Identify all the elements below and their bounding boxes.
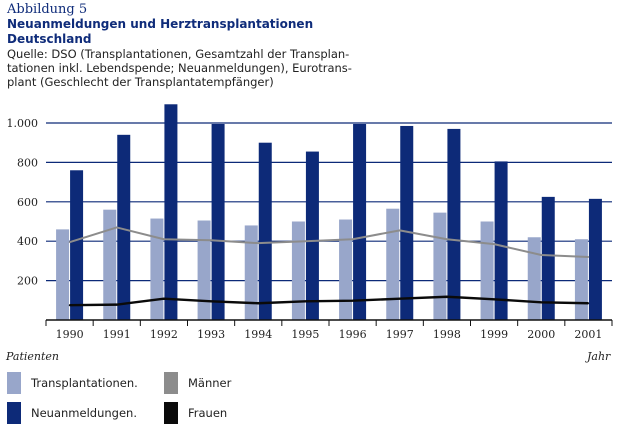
line-frauen-point <box>68 304 71 307</box>
x-tick-label: 1994 <box>244 328 272 341</box>
line-maenner-point <box>493 243 495 245</box>
x-tick-label: 2000 <box>527 328 555 341</box>
bar-transplantationen <box>150 218 164 320</box>
y-tick-label: 1.000 <box>7 117 39 130</box>
y-tick-label: 200 <box>17 275 38 288</box>
line-frauen-point <box>587 302 590 305</box>
legend-item-men: Männer <box>164 372 231 394</box>
x-tick-label: 1999 <box>480 328 508 341</box>
bar-neuanmeldungen <box>541 196 555 320</box>
figure-header: Abbildung 5 Neuanmeldungen und Herztrans… <box>7 2 367 89</box>
legend-label: Männer <box>188 376 232 390</box>
source-line: Quelle: DSO (Transplantationen, Gesamtza… <box>7 47 350 61</box>
y-tick-label: 800 <box>17 156 38 169</box>
bar-neuanmeldungen <box>258 142 272 320</box>
x-tick-label: 1992 <box>150 328 178 341</box>
bar-neuanmeldungen <box>164 104 178 320</box>
legend-item-women: Frauen <box>164 402 227 424</box>
line-maenner-point <box>587 256 590 258</box>
legend-swatch <box>164 402 178 424</box>
x-tick-label: 1996 <box>339 328 367 341</box>
y-tick-label: 400 <box>17 235 38 248</box>
legend-label: Neuanmeldungen. <box>31 406 137 420</box>
figure-source: Quelle: DSO (Transplantationen, Gesamtza… <box>7 47 367 89</box>
y-axis-title: Patienten <box>6 350 60 363</box>
bar-transplantationen <box>480 221 494 320</box>
line-maenner-point <box>68 241 71 243</box>
bar-transplantationen <box>433 212 447 320</box>
line-frauen <box>69 295 589 307</box>
line-maenner-point <box>163 238 165 241</box>
figure-title: Neuanmeldungen und Herztransplantationen… <box>7 17 314 46</box>
line-maenner-point <box>446 238 448 241</box>
legend-item-transplant: Transplantationen. <box>7 372 138 394</box>
bar-transplantationen <box>103 209 117 320</box>
line-frauen-point <box>304 300 307 303</box>
bar-transplantationen <box>244 225 258 320</box>
line-frauen-point <box>540 301 543 304</box>
x-tick-label: 1991 <box>103 328 131 341</box>
x-tick-label: 1998 <box>433 328 461 341</box>
bar-neuanmeldungen <box>211 123 225 320</box>
bar-neuanmeldungen <box>70 170 84 320</box>
legend-item-registration: Neuanmeldungen. <box>7 402 137 424</box>
source-line: plant (Geschlecht der Transplantatempfän… <box>7 75 274 89</box>
line-frauen-point <box>115 303 118 306</box>
line-maenner-point <box>210 239 212 242</box>
x-tick-label: 2001 <box>574 328 602 341</box>
bar-neuanmeldungen <box>117 134 131 320</box>
legend-swatch <box>7 372 21 394</box>
bar-neuanmeldungen <box>305 151 319 320</box>
line-frauen-point <box>257 302 260 305</box>
bar-neuanmeldungen <box>400 125 414 320</box>
line-frauen-point <box>398 297 401 300</box>
bar-neuanmeldungen <box>494 161 508 320</box>
x-tick-label: 1995 <box>291 328 319 341</box>
figure-label: Abbildung 5 <box>7 2 88 17</box>
line-maenner-point <box>540 254 543 256</box>
line-frauen-point <box>351 299 354 302</box>
bar-transplantationen <box>386 208 400 320</box>
bar-transplantationen <box>291 221 305 320</box>
legend-swatch <box>7 402 21 424</box>
source-line: tationen inkl. Lebendspende; Neuanmeldun… <box>7 61 352 75</box>
bar-transplantationen <box>56 229 70 320</box>
line-maenner-point <box>351 238 354 241</box>
bar-neuanmeldungen <box>353 123 367 320</box>
line-frauen-point <box>210 300 212 303</box>
x-tick-label: 1997 <box>386 328 414 341</box>
line-maenner <box>69 226 589 258</box>
y-tick-label: 600 <box>17 196 38 209</box>
line-maenner-point <box>398 229 401 232</box>
bar-neuanmeldungen <box>588 198 602 320</box>
bar-neuanmeldungen <box>447 128 461 320</box>
legend-label: Frauen <box>188 406 228 420</box>
x-tick-label: 1990 <box>56 328 84 341</box>
x-tick-label: 1993 <box>197 328 225 341</box>
line-frauen-point <box>446 295 448 298</box>
line-maenner-point <box>304 240 307 242</box>
line-maenner-point <box>257 242 260 244</box>
bar-transplantationen <box>574 239 588 320</box>
line-frauen-point <box>163 297 165 300</box>
bar-transplantationen <box>527 237 541 320</box>
line-frauen-point <box>493 298 495 301</box>
legend-swatch <box>164 372 178 394</box>
legend-label: Transplantationen. <box>31 376 138 390</box>
bar-transplantationen <box>339 219 353 320</box>
x-axis-title: Jahr <box>587 350 611 363</box>
bar-transplantationen <box>197 220 211 320</box>
line-maenner-point <box>115 226 118 229</box>
